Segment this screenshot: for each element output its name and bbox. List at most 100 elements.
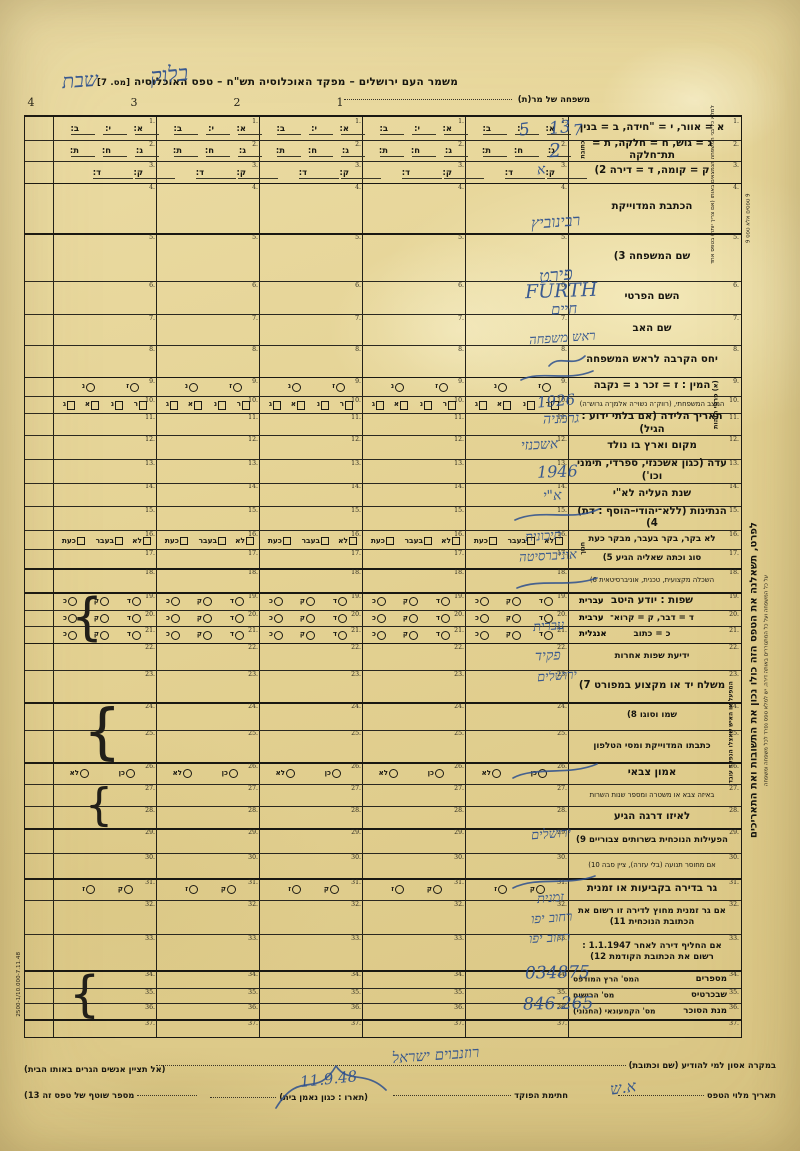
answer-cell[interactable] bbox=[466, 729, 569, 762]
radio-circle[interactable] bbox=[274, 597, 283, 607]
answer-cell[interactable] bbox=[157, 413, 260, 434]
answer-cell[interactable] bbox=[157, 900, 260, 934]
answer-cell[interactable] bbox=[260, 1019, 363, 1037]
answer-cell[interactable] bbox=[363, 435, 466, 459]
code-underline[interactable] bbox=[196, 177, 236, 179]
checkbox-square[interactable] bbox=[478, 401, 487, 410]
answer-cell[interactable] bbox=[157, 435, 260, 459]
answer-cell[interactable] bbox=[157, 1019, 260, 1037]
checkbox-square[interactable] bbox=[114, 401, 123, 410]
answer-cell[interactable] bbox=[260, 853, 363, 878]
code-underline[interactable] bbox=[444, 156, 468, 158]
answer-cell[interactable] bbox=[157, 702, 260, 730]
radio-circle[interactable] bbox=[203, 597, 212, 607]
answer-cell[interactable] bbox=[363, 828, 466, 853]
answer-cell[interactable] bbox=[260, 806, 363, 827]
radio-circle[interactable] bbox=[274, 614, 283, 624]
answer-cell[interactable] bbox=[363, 314, 466, 346]
radio-circle[interactable] bbox=[189, 885, 198, 895]
radio-circle[interactable] bbox=[395, 382, 404, 392]
answer-cell[interactable] bbox=[157, 1003, 260, 1019]
radio-circle[interactable] bbox=[480, 597, 489, 607]
answer-cell[interactable] bbox=[260, 934, 363, 971]
code-underline[interactable] bbox=[515, 134, 539, 136]
code-underline[interactable] bbox=[412, 134, 436, 136]
answer-cell[interactable] bbox=[260, 435, 363, 459]
checkbox-square[interactable] bbox=[142, 536, 151, 545]
radio-circle[interactable] bbox=[338, 630, 347, 640]
radio-circle[interactable] bbox=[480, 614, 489, 624]
checkbox-square[interactable] bbox=[320, 401, 329, 410]
code-underline[interactable] bbox=[174, 134, 198, 136]
code-underline[interactable] bbox=[238, 156, 262, 158]
radio-circle[interactable] bbox=[100, 597, 109, 607]
code-underline[interactable] bbox=[103, 134, 127, 136]
answer-cell[interactable] bbox=[157, 281, 260, 314]
checkbox-square[interactable] bbox=[447, 401, 456, 410]
answer-cell[interactable] bbox=[54, 281, 157, 314]
code-underline[interactable] bbox=[299, 177, 339, 179]
code-underline[interactable] bbox=[206, 134, 230, 136]
radio-circle[interactable] bbox=[544, 597, 553, 607]
answer-cell[interactable] bbox=[466, 853, 569, 878]
answer-cell[interactable] bbox=[157, 670, 260, 702]
code-underline[interactable] bbox=[135, 134, 159, 136]
code-underline[interactable] bbox=[341, 134, 365, 136]
answer-cell[interactable] bbox=[363, 1019, 466, 1037]
radio-circle[interactable] bbox=[512, 630, 521, 640]
answer-cell[interactable] bbox=[54, 345, 157, 377]
radio-circle[interactable] bbox=[498, 382, 507, 392]
radio-circle[interactable] bbox=[338, 614, 347, 624]
checkbox-square[interactable] bbox=[344, 401, 353, 410]
answer-cell[interactable] bbox=[54, 568, 157, 592]
radio-circle[interactable] bbox=[68, 597, 77, 607]
answer-cell[interactable] bbox=[54, 853, 157, 878]
radio-circle[interactable] bbox=[389, 769, 398, 779]
code-underline[interactable] bbox=[412, 156, 436, 158]
code-underline[interactable] bbox=[206, 156, 230, 158]
answer-cell[interactable] bbox=[157, 784, 260, 807]
answer-cell[interactable] bbox=[363, 970, 466, 988]
answer-cell[interactable] bbox=[363, 549, 466, 568]
radio-circle[interactable] bbox=[480, 630, 489, 640]
answer-cell[interactable] bbox=[260, 643, 363, 671]
answer-cell[interactable] bbox=[260, 970, 363, 988]
radio-circle[interactable] bbox=[86, 382, 95, 392]
answer-cell[interactable] bbox=[157, 643, 260, 671]
answer-cell[interactable] bbox=[54, 435, 157, 459]
code-underline[interactable] bbox=[238, 134, 262, 136]
answer-cell[interactable] bbox=[260, 281, 363, 314]
answer-cell[interactable] bbox=[157, 549, 260, 568]
code-underline[interactable] bbox=[505, 177, 545, 179]
radio-circle[interactable] bbox=[86, 885, 95, 895]
answer-cell[interactable] bbox=[260, 568, 363, 592]
radio-circle[interactable] bbox=[377, 630, 386, 640]
checkbox-square[interactable] bbox=[451, 536, 460, 545]
radio-circle[interactable] bbox=[377, 614, 386, 624]
answer-cell[interactable] bbox=[363, 568, 466, 592]
answer-cell[interactable] bbox=[54, 413, 157, 434]
code-underline[interactable] bbox=[547, 156, 571, 158]
answer-cell[interactable] bbox=[157, 345, 260, 377]
answer-cell[interactable] bbox=[157, 314, 260, 346]
answer-cell[interactable] bbox=[260, 413, 363, 434]
answer-cell[interactable] bbox=[157, 506, 260, 530]
answer-cell[interactable] bbox=[54, 233, 157, 281]
answer-cell[interactable] bbox=[363, 900, 466, 934]
checkbox-square[interactable] bbox=[526, 536, 535, 545]
answer-cell[interactable] bbox=[260, 183, 363, 233]
answer-cell[interactable] bbox=[260, 784, 363, 807]
code-underline[interactable] bbox=[547, 177, 587, 179]
radio-circle[interactable] bbox=[292, 885, 301, 895]
checkbox-square[interactable] bbox=[385, 536, 394, 545]
radio-circle[interactable] bbox=[274, 630, 283, 640]
radio-circle[interactable] bbox=[100, 614, 109, 624]
checkbox-square[interactable] bbox=[296, 401, 305, 410]
code-underline[interactable] bbox=[103, 156, 127, 158]
code-underline[interactable] bbox=[341, 177, 381, 179]
answer-cell[interactable] bbox=[157, 233, 260, 281]
answer-cell[interactable] bbox=[363, 806, 466, 827]
checkbox-square[interactable] bbox=[245, 536, 254, 545]
radio-circle[interactable] bbox=[80, 769, 89, 779]
answer-cell[interactable] bbox=[260, 314, 363, 346]
